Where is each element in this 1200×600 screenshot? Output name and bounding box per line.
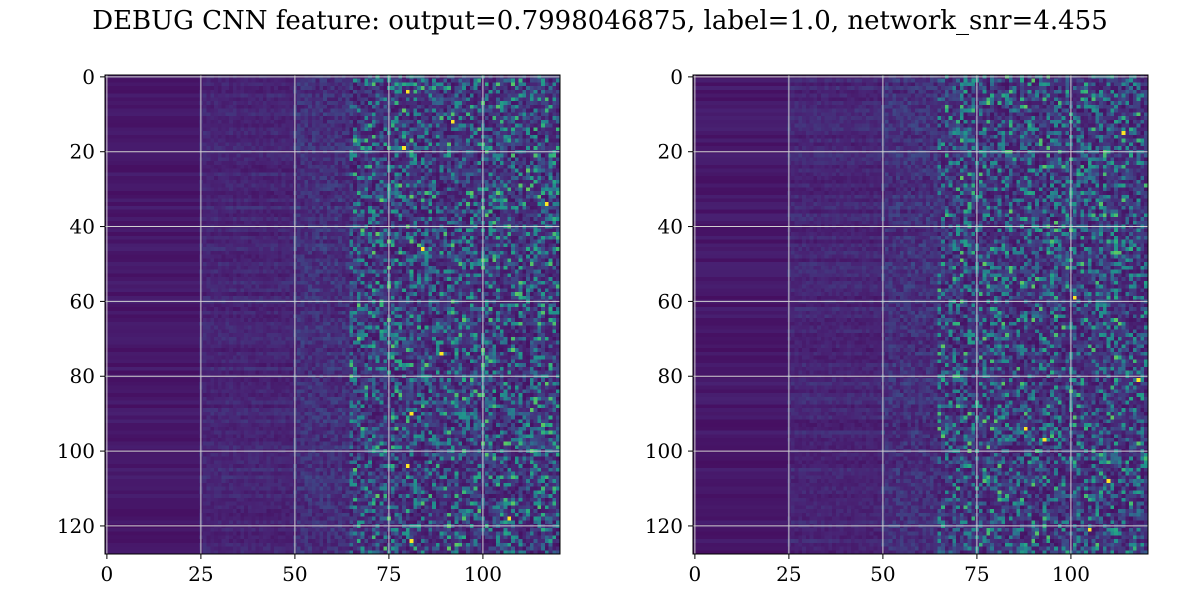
left-y-tick-label-120: 120 [57, 514, 95, 538]
left-x-tick-label-50: 50 [282, 562, 307, 586]
heatmap-image-left [105, 75, 560, 554]
left-x-tick-label-25: 25 [188, 562, 213, 586]
plot-frame-left [104, 74, 561, 555]
grid-lines-right [693, 75, 1148, 554]
heatmap-right: 0 25 50 75 100 0 20 40 60 80 100 120 [645, 65, 1149, 586]
left-x-tick-label-0: 0 [101, 562, 114, 586]
y-axis-left: 0 20 40 60 80 100 120 [57, 65, 105, 538]
right-x-tick-label-75: 75 [964, 562, 989, 586]
heatmap-left: 0 25 50 75 100 0 20 40 60 80 100 120 [57, 65, 561, 586]
right-y-tick-label-0: 0 [670, 65, 683, 89]
right-x-tick-label-50: 50 [870, 562, 895, 586]
left-y-tick-label-0: 0 [82, 65, 95, 89]
x-axis-left: 0 25 50 75 100 [101, 554, 502, 586]
right-y-tick-label-80: 80 [658, 364, 683, 388]
figure-title: DEBUG CNN feature: output=0.7998046875, … [92, 6, 1108, 36]
right-x-tick-label-100: 100 [1052, 562, 1090, 586]
right-x-tick-label-0: 0 [689, 562, 702, 586]
left-x-tick-label-75: 75 [376, 562, 401, 586]
x-axis-right: 0 25 50 75 100 [689, 554, 1090, 586]
right-y-tick-label-60: 60 [658, 289, 683, 313]
left-x-tick-label-100: 100 [464, 562, 502, 586]
left-y-tick-label-40: 40 [70, 215, 95, 239]
y-axis-right: 0 20 40 60 80 100 120 [645, 65, 693, 538]
heatmap-image-right [693, 75, 1148, 554]
right-y-tick-label-100: 100 [645, 439, 683, 463]
grid-lines-left [105, 75, 560, 554]
right-y-tick-label-40: 40 [658, 215, 683, 239]
left-y-tick-label-80: 80 [70, 364, 95, 388]
left-y-tick-label-60: 60 [70, 289, 95, 313]
right-x-tick-label-25: 25 [776, 562, 801, 586]
plot-frame-right [692, 74, 1149, 555]
left-y-tick-label-20: 20 [70, 140, 95, 164]
right-y-tick-label-120: 120 [645, 514, 683, 538]
left-y-tick-label-100: 100 [57, 439, 95, 463]
right-y-tick-label-20: 20 [658, 140, 683, 164]
